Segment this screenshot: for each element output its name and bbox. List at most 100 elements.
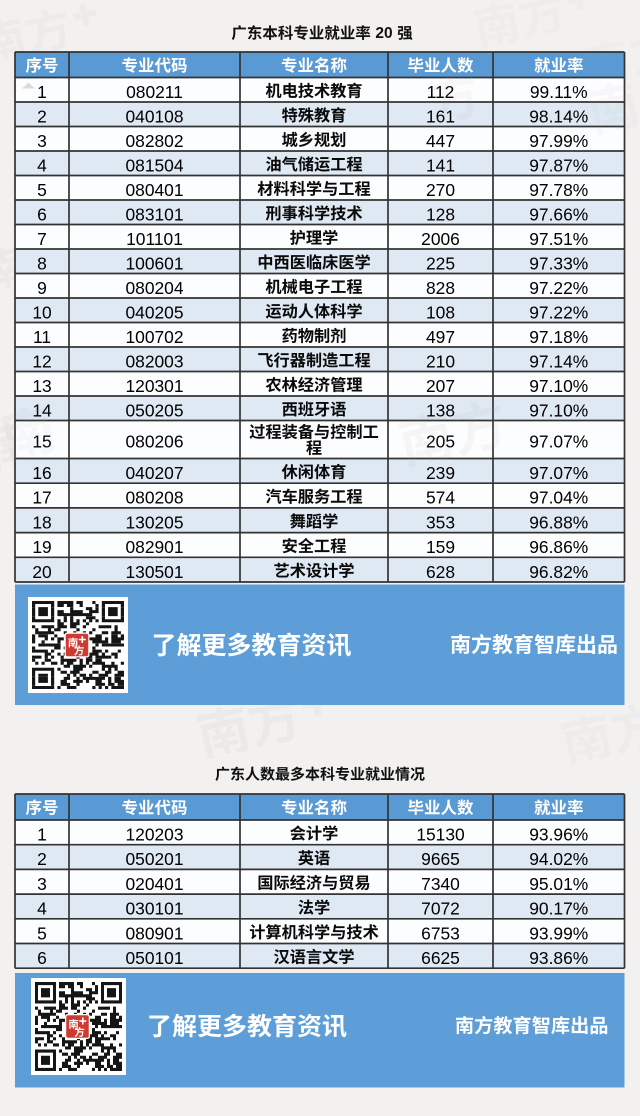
svg-text:6: 6 [37,204,47,224]
svg-text:120203: 120203 [125,824,183,844]
svg-text:97.33%: 97.33% [529,253,588,273]
svg-text:1: 1 [37,824,47,844]
svg-text:8: 8 [37,253,47,273]
svg-text:128: 128 [426,204,455,224]
svg-text:7: 7 [37,229,47,249]
svg-text:210: 210 [426,351,455,371]
svg-text:3: 3 [37,131,47,151]
svg-text:93.96%: 93.96% [529,824,588,844]
svg-text:6753: 6753 [421,923,460,943]
svg-text:12: 12 [32,351,51,371]
svg-text:080901: 080901 [125,923,183,943]
svg-text:16: 16 [32,463,51,483]
svg-text:100702: 100702 [125,327,183,347]
svg-text:040207: 040207 [125,463,183,483]
svg-text:97.22%: 97.22% [529,302,588,322]
svg-text:20: 20 [375,25,392,42]
svg-text:2: 2 [37,849,47,869]
svg-text:080401: 080401 [125,180,183,200]
svg-text:2006: 2006 [421,229,460,249]
svg-text:96.86%: 96.86% [529,537,588,557]
svg-text:97.99%: 97.99% [529,131,588,151]
svg-text:141: 141 [426,155,455,175]
svg-text:082003: 082003 [125,351,183,371]
svg-text:080206: 080206 [125,432,183,452]
svg-text:99.11%: 99.11% [530,82,588,102]
svg-text:497: 497 [426,327,455,347]
svg-text:97.07%: 97.07% [529,432,588,452]
svg-text:083101: 083101 [125,204,183,224]
svg-text:97.66%: 97.66% [529,204,588,224]
svg-text:97.14%: 97.14% [529,351,588,371]
svg-text:080208: 080208 [125,488,183,508]
svg-text:97.07%: 97.07% [529,463,588,483]
svg-text:108: 108 [426,302,455,322]
svg-text:6: 6 [37,948,47,968]
svg-text:9: 9 [37,278,47,298]
svg-text:97.78%: 97.78% [529,180,588,200]
svg-text:040108: 040108 [125,106,183,126]
svg-text:130501: 130501 [125,562,183,582]
svg-text:080204: 080204 [125,278,183,298]
svg-text:270: 270 [426,180,455,200]
svg-text:18: 18 [32,512,51,532]
svg-text:353: 353 [426,512,455,532]
svg-text:97.18%: 97.18% [529,327,588,347]
svg-text:040205: 040205 [125,302,183,322]
svg-text:207: 207 [426,376,455,396]
svg-text:97.51%: 97.51% [529,229,588,249]
svg-text:94.02%: 94.02% [529,849,588,869]
svg-text:081504: 081504 [125,155,183,175]
svg-text:101101: 101101 [126,229,183,249]
svg-text:628: 628 [426,562,455,582]
svg-text:080211: 080211 [126,82,183,102]
svg-text:15130: 15130 [416,824,464,844]
svg-text:082901: 082901 [125,537,183,557]
svg-text:100601: 100601 [125,253,183,273]
svg-text:90.17%: 90.17% [529,899,588,919]
svg-text:5: 5 [37,180,47,200]
svg-text:050205: 050205 [125,400,183,420]
svg-text:239: 239 [426,463,455,483]
svg-text:828: 828 [426,278,455,298]
svg-text:97.22%: 97.22% [529,278,588,298]
svg-text:020401: 020401 [125,874,183,894]
svg-text:97.87%: 97.87% [529,155,588,175]
svg-text:97.10%: 97.10% [529,400,588,420]
svg-text:030101: 030101 [125,899,183,919]
svg-text:5: 5 [37,923,47,943]
svg-text:97.10%: 97.10% [529,376,588,396]
svg-text:225: 225 [426,253,455,273]
svg-text:159: 159 [426,537,455,557]
svg-text:4: 4 [37,155,47,175]
svg-text:138: 138 [426,400,455,420]
svg-text:17: 17 [32,488,51,508]
svg-text:7072: 7072 [421,899,460,919]
svg-text:130205: 130205 [125,512,183,532]
svg-text:95.01%: 95.01% [529,874,588,894]
svg-text:20: 20 [32,562,51,582]
svg-text:93.99%: 93.99% [529,923,588,943]
svg-text:120301: 120301 [125,376,183,396]
svg-text:1: 1 [37,82,47,102]
svg-text:19: 19 [32,537,51,557]
svg-text:11: 11 [33,327,51,347]
svg-text:050201: 050201 [125,849,183,869]
svg-text:447: 447 [426,131,455,151]
svg-text:13: 13 [32,376,51,396]
svg-text:93.86%: 93.86% [529,948,588,968]
svg-text:6625: 6625 [421,948,460,968]
svg-text:2: 2 [37,106,47,126]
svg-text:98.14%: 98.14% [529,106,588,126]
svg-text:7340: 7340 [421,874,460,894]
svg-text:082802: 082802 [125,131,183,151]
svg-text:3: 3 [37,874,47,894]
svg-text:97.04%: 97.04% [529,488,588,508]
svg-text:574: 574 [426,488,455,508]
svg-text:96.82%: 96.82% [529,562,588,582]
svg-text:4: 4 [37,899,47,919]
svg-text:9665: 9665 [421,849,460,869]
svg-text:96.88%: 96.88% [529,512,588,532]
svg-text:10: 10 [32,302,51,322]
svg-text:050101: 050101 [125,948,183,968]
